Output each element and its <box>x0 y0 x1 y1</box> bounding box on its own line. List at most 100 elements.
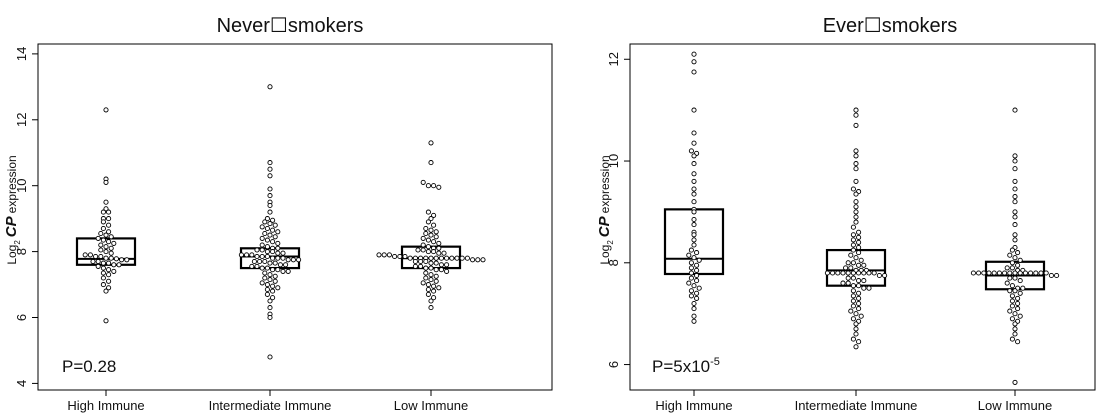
data-point <box>270 249 276 255</box>
data-point <box>431 283 437 289</box>
data-point <box>1033 270 1039 276</box>
data-point <box>262 275 268 281</box>
data-point <box>688 275 694 281</box>
data-point <box>1012 326 1018 332</box>
data-point <box>108 250 114 256</box>
data-point <box>420 235 426 241</box>
data-point <box>694 272 700 279</box>
data-point <box>856 239 862 245</box>
data-point <box>1009 303 1015 309</box>
data-point <box>694 262 700 268</box>
data-point <box>835 270 841 276</box>
data-point <box>290 257 296 263</box>
data-point <box>1012 199 1018 205</box>
data-point <box>262 219 268 225</box>
data-point <box>856 262 862 268</box>
data-point <box>423 270 429 276</box>
data-point <box>1007 252 1013 258</box>
data-point <box>1009 247 1015 253</box>
data-point <box>433 267 439 273</box>
data-point <box>850 232 856 238</box>
data-point <box>691 153 697 159</box>
data-point <box>441 250 447 256</box>
data-point <box>272 260 278 266</box>
data-point <box>856 229 862 235</box>
data-point <box>433 273 439 279</box>
data-point <box>853 326 859 332</box>
data-point <box>100 219 106 225</box>
data-point <box>425 219 431 225</box>
data-point <box>691 232 697 238</box>
data-point <box>238 252 244 258</box>
data-point <box>425 209 431 215</box>
data-point <box>412 263 418 269</box>
data-point <box>431 183 437 189</box>
data-point <box>438 267 444 273</box>
plot-marks: 6 8 10 12 High Immune Intermediate Immune Low … <box>606 43 1096 413</box>
data-point <box>428 272 434 278</box>
data-point <box>1009 293 1015 299</box>
data-point <box>254 247 260 253</box>
data-point <box>259 265 265 271</box>
data-point <box>103 249 109 255</box>
data-point <box>845 280 851 286</box>
data-point <box>691 222 697 228</box>
data-point <box>1015 262 1021 268</box>
data-point <box>449 255 455 261</box>
data-point <box>412 258 418 265</box>
data-point <box>858 313 864 319</box>
data-point <box>418 258 424 265</box>
data-point <box>691 216 697 223</box>
p-value-text: P=0.28 <box>62 357 116 376</box>
data-point <box>277 262 283 268</box>
data-point <box>103 255 109 261</box>
data-point <box>425 183 431 189</box>
data-point <box>100 237 106 243</box>
data-point <box>843 265 849 271</box>
data-point <box>100 282 106 288</box>
data-point <box>423 230 429 237</box>
data-point <box>856 283 862 289</box>
data-point <box>1012 186 1018 192</box>
data-point <box>691 178 697 184</box>
data-point <box>1012 288 1018 294</box>
data-point <box>1012 209 1018 215</box>
data-point <box>108 234 114 240</box>
data-point <box>270 217 276 223</box>
data-point <box>850 288 856 294</box>
data-point <box>853 153 859 159</box>
data-point <box>267 202 273 209</box>
plot-frame <box>37 43 553 391</box>
data-point <box>103 199 109 205</box>
data-point <box>1012 222 1018 228</box>
data-point <box>280 268 286 274</box>
data-point <box>270 255 276 261</box>
data-point <box>415 247 421 253</box>
y-tick-label: 8 <box>14 248 29 255</box>
data-point <box>691 300 697 307</box>
data-point <box>425 291 431 297</box>
data-point <box>691 255 697 261</box>
data-point <box>436 240 442 246</box>
data-point <box>270 288 276 294</box>
data-point <box>111 262 117 268</box>
data-point <box>251 258 257 265</box>
data-point <box>285 268 291 274</box>
data-point <box>264 286 270 293</box>
data-point <box>275 250 281 256</box>
data-point <box>428 216 434 222</box>
data-point <box>976 270 982 276</box>
data-point <box>464 255 470 261</box>
data-point <box>475 257 481 263</box>
data-point <box>856 278 862 284</box>
data-point <box>431 222 437 228</box>
data-point <box>103 107 109 113</box>
data-point <box>106 260 112 266</box>
data-point <box>850 303 856 309</box>
data-point <box>694 295 700 301</box>
data-point <box>691 107 697 113</box>
data-point <box>856 270 862 276</box>
data-point <box>267 186 273 192</box>
data-point <box>254 263 260 269</box>
